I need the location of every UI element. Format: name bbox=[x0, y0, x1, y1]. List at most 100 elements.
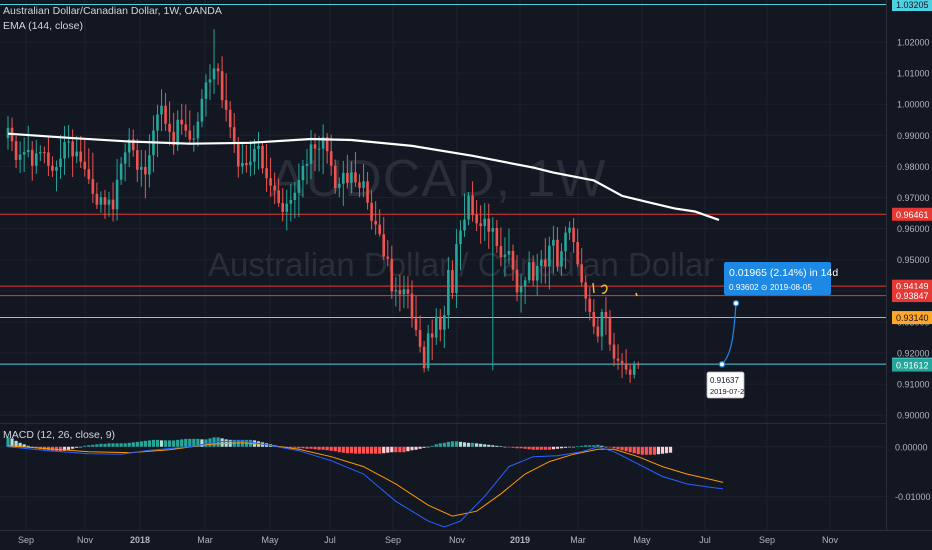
price-tick-label: 0.95000 bbox=[897, 255, 930, 265]
candle bbox=[6, 116, 10, 150]
macd-histogram-bar bbox=[208, 438, 212, 447]
candle bbox=[346, 154, 349, 189]
macd-histogram-bar bbox=[285, 446, 289, 448]
candle bbox=[164, 92, 167, 131]
macd-histogram-bar bbox=[471, 442, 475, 447]
macd-histogram-bar bbox=[365, 446, 370, 454]
macd-line bbox=[7, 440, 724, 528]
symbol-title: Australian Dollar/Canadian Dollar, 1W, O… bbox=[3, 5, 222, 17]
macd-histogram-bar bbox=[313, 446, 317, 450]
candle bbox=[14, 135, 18, 169]
candle bbox=[43, 146, 46, 164]
measure-end-point[interactable] bbox=[732, 299, 740, 307]
price-axis[interactable]: 0.900000.910000.920000.930000.940000.950… bbox=[892, 0, 932, 421]
macd-histogram-bar bbox=[297, 446, 301, 449]
candle bbox=[568, 221, 571, 241]
start-point-price: 0.91637 bbox=[710, 376, 739, 385]
candle bbox=[475, 199, 478, 232]
price-tick-label: 1.01000 bbox=[897, 69, 930, 79]
macd-histogram-bar bbox=[357, 446, 362, 454]
candle bbox=[257, 131, 260, 170]
macd-histogram-bar bbox=[559, 446, 564, 449]
time-tick-label: Jul bbox=[699, 535, 711, 545]
candle bbox=[535, 253, 539, 296]
candle bbox=[168, 101, 171, 146]
macd-histogram-bar bbox=[434, 444, 438, 447]
macd-histogram-bar bbox=[18, 442, 22, 447]
macd-axis[interactable]: 0.00000 -0.01000 bbox=[895, 442, 931, 502]
candle bbox=[119, 157, 123, 186]
candle bbox=[107, 191, 111, 217]
macd-histogram-bar bbox=[418, 446, 422, 449]
macd-histogram-bar bbox=[123, 443, 127, 447]
candle bbox=[305, 148, 309, 185]
macd-histogram-bar bbox=[180, 439, 184, 447]
candle bbox=[277, 178, 280, 207]
candle bbox=[366, 171, 369, 210]
macd-histogram-bar bbox=[410, 446, 414, 451]
candle bbox=[447, 256, 450, 329]
candle bbox=[527, 251, 531, 284]
candle bbox=[438, 308, 442, 342]
candle bbox=[329, 134, 333, 176]
candle bbox=[297, 163, 301, 218]
candle bbox=[160, 89, 163, 132]
measure-start-point[interactable] bbox=[718, 361, 726, 368]
macd-histogram-bar bbox=[370, 446, 374, 454]
candle bbox=[269, 157, 272, 197]
candle bbox=[479, 205, 482, 244]
macd-histogram-bar bbox=[535, 446, 539, 450]
macd-histogram-bar bbox=[139, 441, 143, 447]
macd-histogram-bar bbox=[547, 446, 551, 450]
candle bbox=[507, 228, 511, 265]
macd-histogram-bar bbox=[406, 446, 410, 452]
candle bbox=[91, 152, 95, 204]
candle bbox=[471, 181, 474, 222]
candle bbox=[483, 203, 487, 242]
candle bbox=[588, 287, 592, 321]
macd-histogram-bar bbox=[507, 446, 511, 448]
macd-histogram-bar bbox=[309, 446, 313, 449]
time-axis[interactable]: Sep Nov 2018 Mar May Jul Sep Nov 2019 Mar May Jul Se… bbox=[18, 535, 839, 545]
macd-histogram-bar bbox=[462, 442, 467, 447]
candle bbox=[592, 299, 596, 335]
macd-histogram-bar bbox=[143, 440, 147, 447]
candle bbox=[402, 275, 406, 309]
macd-histogram-bar bbox=[499, 446, 503, 447]
time-tick-label: Mar bbox=[570, 535, 586, 545]
candle bbox=[325, 133, 329, 164]
macd-histogram-bar bbox=[543, 446, 547, 450]
candle bbox=[192, 125, 196, 152]
candle bbox=[87, 148, 91, 185]
macd-histogram-bar bbox=[220, 438, 224, 447]
candle bbox=[71, 129, 74, 177]
measure-tool[interactable]: 0.01965 (2.14%) in 14d 0.93602 ⊙ 2019-08… bbox=[706, 262, 838, 399]
macd-histogram-bar bbox=[519, 446, 523, 449]
candle bbox=[628, 363, 632, 383]
candle bbox=[123, 143, 127, 182]
price-tick-label: 1.02000 bbox=[897, 37, 930, 47]
macd-histogram-bar bbox=[188, 438, 192, 447]
time-tick-label: 2018 bbox=[130, 535, 150, 545]
candle bbox=[455, 228, 458, 308]
candle bbox=[67, 125, 70, 159]
macd-histogram-bar bbox=[612, 446, 616, 449]
start-point-date: 2019-07-22 bbox=[710, 387, 748, 396]
macd-histogram-bar bbox=[353, 446, 358, 454]
time-tick-label: May bbox=[633, 535, 651, 545]
macd-histogram-bar bbox=[475, 443, 479, 447]
drawing-annotations bbox=[592, 282, 638, 297]
macd-histogram-bar bbox=[430, 445, 434, 447]
candle bbox=[580, 248, 583, 287]
time-tick-label: Nov bbox=[449, 535, 466, 545]
candle bbox=[131, 129, 135, 157]
macd-histogram-bar bbox=[192, 438, 196, 447]
candle bbox=[47, 135, 50, 177]
candle bbox=[398, 274, 402, 312]
price-tick-label: 0.99000 bbox=[897, 131, 930, 141]
candle bbox=[434, 308, 438, 345]
time-tick-label: Sep bbox=[18, 535, 34, 545]
candle bbox=[152, 115, 155, 173]
level-badge-label: 0.93140 bbox=[896, 313, 929, 323]
